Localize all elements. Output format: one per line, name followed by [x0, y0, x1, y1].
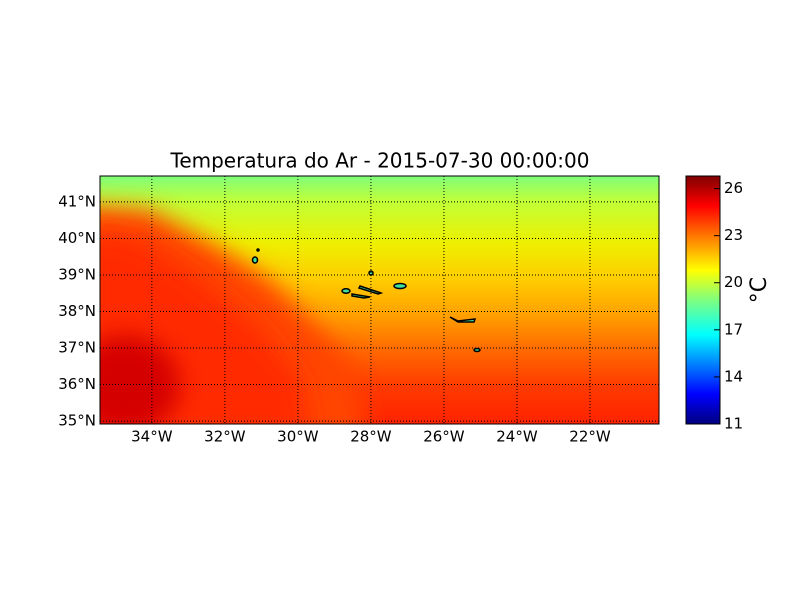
- colorbar-tick-label: 26: [724, 179, 743, 197]
- colorbar: [685, 175, 721, 425]
- x-tick-label: 28°W: [350, 428, 392, 446]
- colorbar-tick-label: 14: [724, 367, 743, 385]
- y-tick-label: 38°N: [58, 302, 96, 320]
- y-tick-label: 41°N: [58, 192, 96, 210]
- map-frame: [99, 175, 660, 425]
- y-tick-label: 37°N: [58, 339, 96, 357]
- colorbar-tick-label: 23: [724, 226, 743, 244]
- chart-title: Temperatura do Ar - 2015-07-30 00:00:00: [170, 149, 590, 173]
- y-tick-label: 35°N: [58, 412, 96, 430]
- x-tick-label: 30°W: [277, 428, 319, 446]
- islands: [251, 248, 481, 353]
- x-tick-label: 26°W: [423, 428, 465, 446]
- x-tick-label: 22°W: [569, 428, 611, 446]
- temperature-field: [100, 176, 659, 424]
- x-tick-label: 24°W: [496, 428, 538, 446]
- x-tick-label: 34°W: [131, 428, 173, 446]
- colorbar-tick-label: 20: [724, 273, 743, 291]
- colorbar-tick-label: 11: [724, 415, 743, 433]
- x-tick-label: 32°W: [204, 428, 246, 446]
- colorbar-tick-label: 17: [724, 320, 743, 338]
- colorbar-label: °C: [747, 277, 772, 303]
- y-tick-label: 36°N: [58, 375, 96, 393]
- y-tick-label: 40°N: [58, 229, 96, 247]
- y-tick-label: 39°N: [58, 265, 96, 283]
